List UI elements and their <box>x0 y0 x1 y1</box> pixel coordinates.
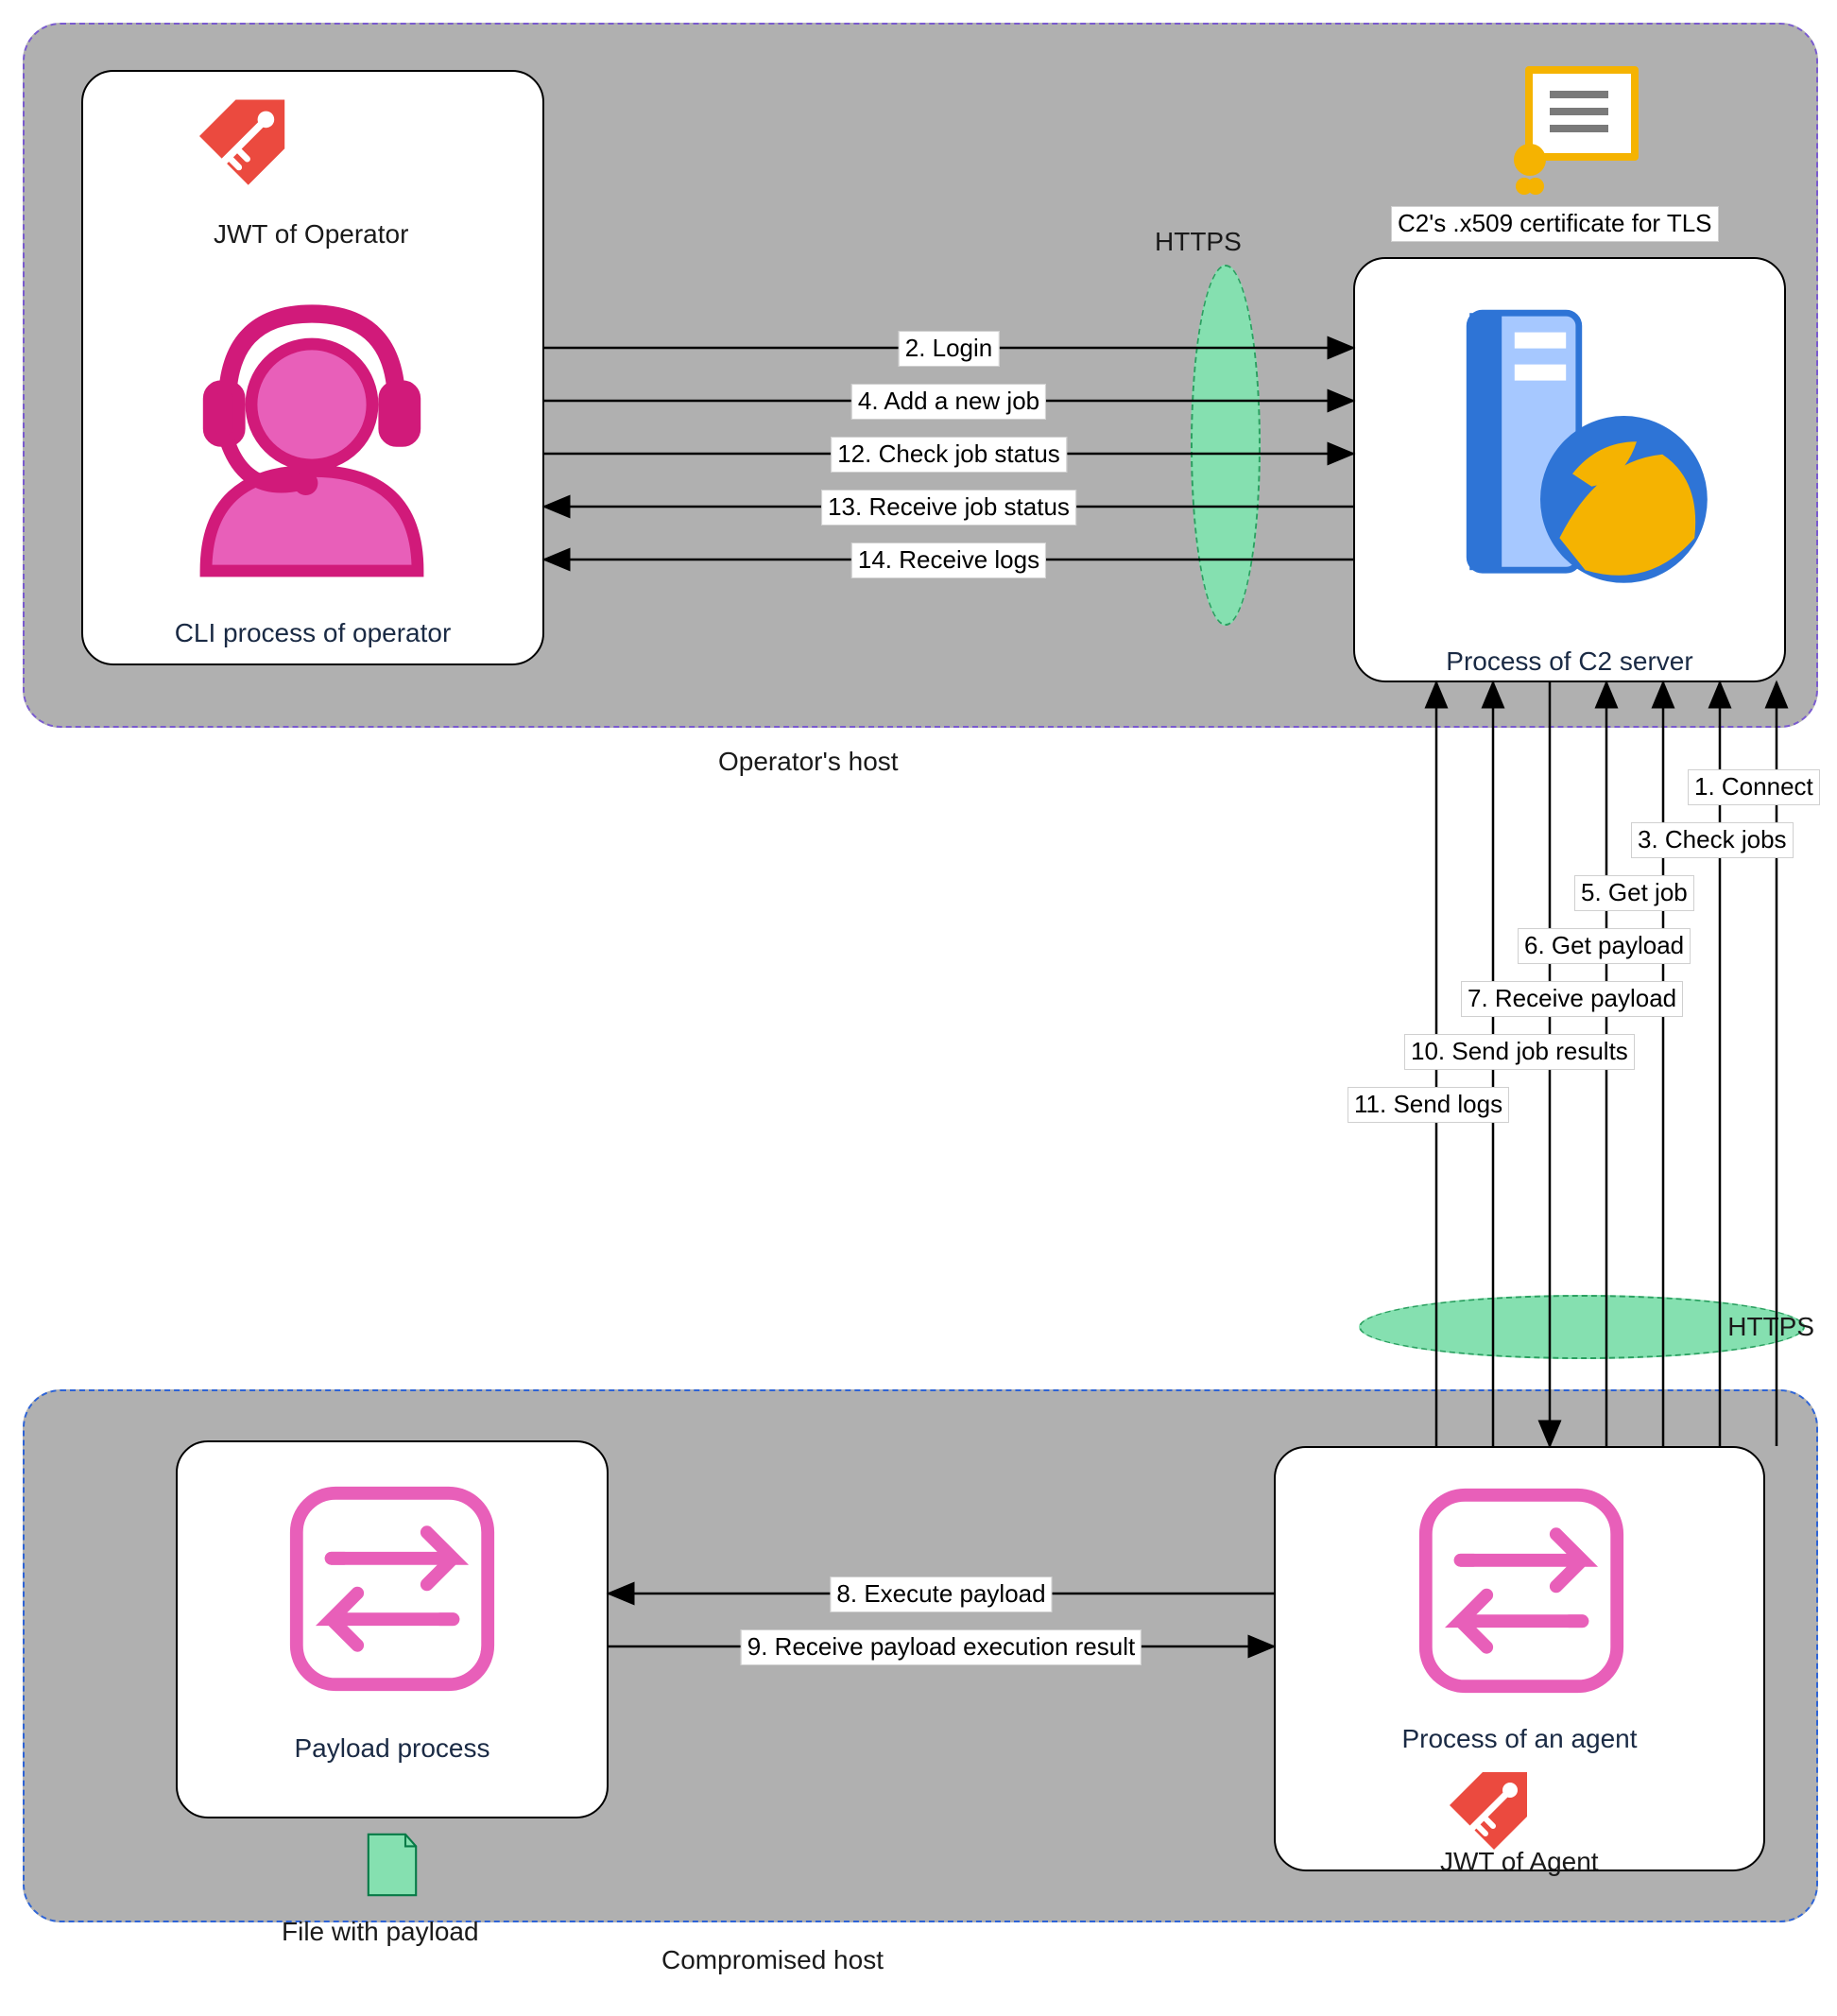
msg-11: 11. Send logs <box>1348 1087 1509 1123</box>
msg-7: 7. Receive payload <box>1461 981 1683 1017</box>
jwt-agent-label: JWT of Agent <box>1440 1847 1599 1877</box>
https-oval-top <box>1191 265 1261 626</box>
node-title-cli: CLI process of operator <box>81 618 544 648</box>
msg-4: 4. Add a new job <box>851 384 1046 420</box>
node-cli <box>81 70 544 665</box>
msg-3: 3. Check jobs <box>1631 822 1794 858</box>
msg-10: 10. Send job results <box>1404 1034 1635 1070</box>
msg-2: 2. Login <box>899 331 1000 367</box>
msg-13: 13. Receive job status <box>821 490 1076 526</box>
host-label-operator: Operator's host <box>718 747 899 777</box>
https-label-mid: HTTPS <box>1727 1312 1814 1342</box>
file-label: File with payload <box>282 1917 479 1947</box>
msg-9: 9. Receive payload execution result <box>741 1629 1142 1665</box>
msg-5: 5. Get job <box>1574 875 1694 911</box>
cert-label: C2's .x509 certificate for TLS <box>1391 206 1719 242</box>
msg-12: 12. Check job status <box>831 437 1067 473</box>
node-c2 <box>1353 257 1786 682</box>
https-label-top: HTTPS <box>1155 227 1242 257</box>
certificate-icon <box>1525 66 1639 161</box>
host-label-compromised: Compromised host <box>661 1945 884 1975</box>
msg-6: 6. Get payload <box>1518 928 1691 964</box>
msg-1: 1. Connect <box>1688 769 1820 805</box>
jwt-operator-label: JWT of Operator <box>214 219 408 250</box>
node-title-payload: Payload process <box>176 1733 609 1764</box>
node-title-c2: Process of C2 server <box>1353 646 1786 677</box>
node-agent <box>1274 1446 1765 1871</box>
node-title-agent: Process of an agent <box>1274 1724 1765 1754</box>
msg-14: 14. Receive logs <box>851 543 1046 578</box>
msg-8: 8. Execute payload <box>830 1577 1052 1612</box>
